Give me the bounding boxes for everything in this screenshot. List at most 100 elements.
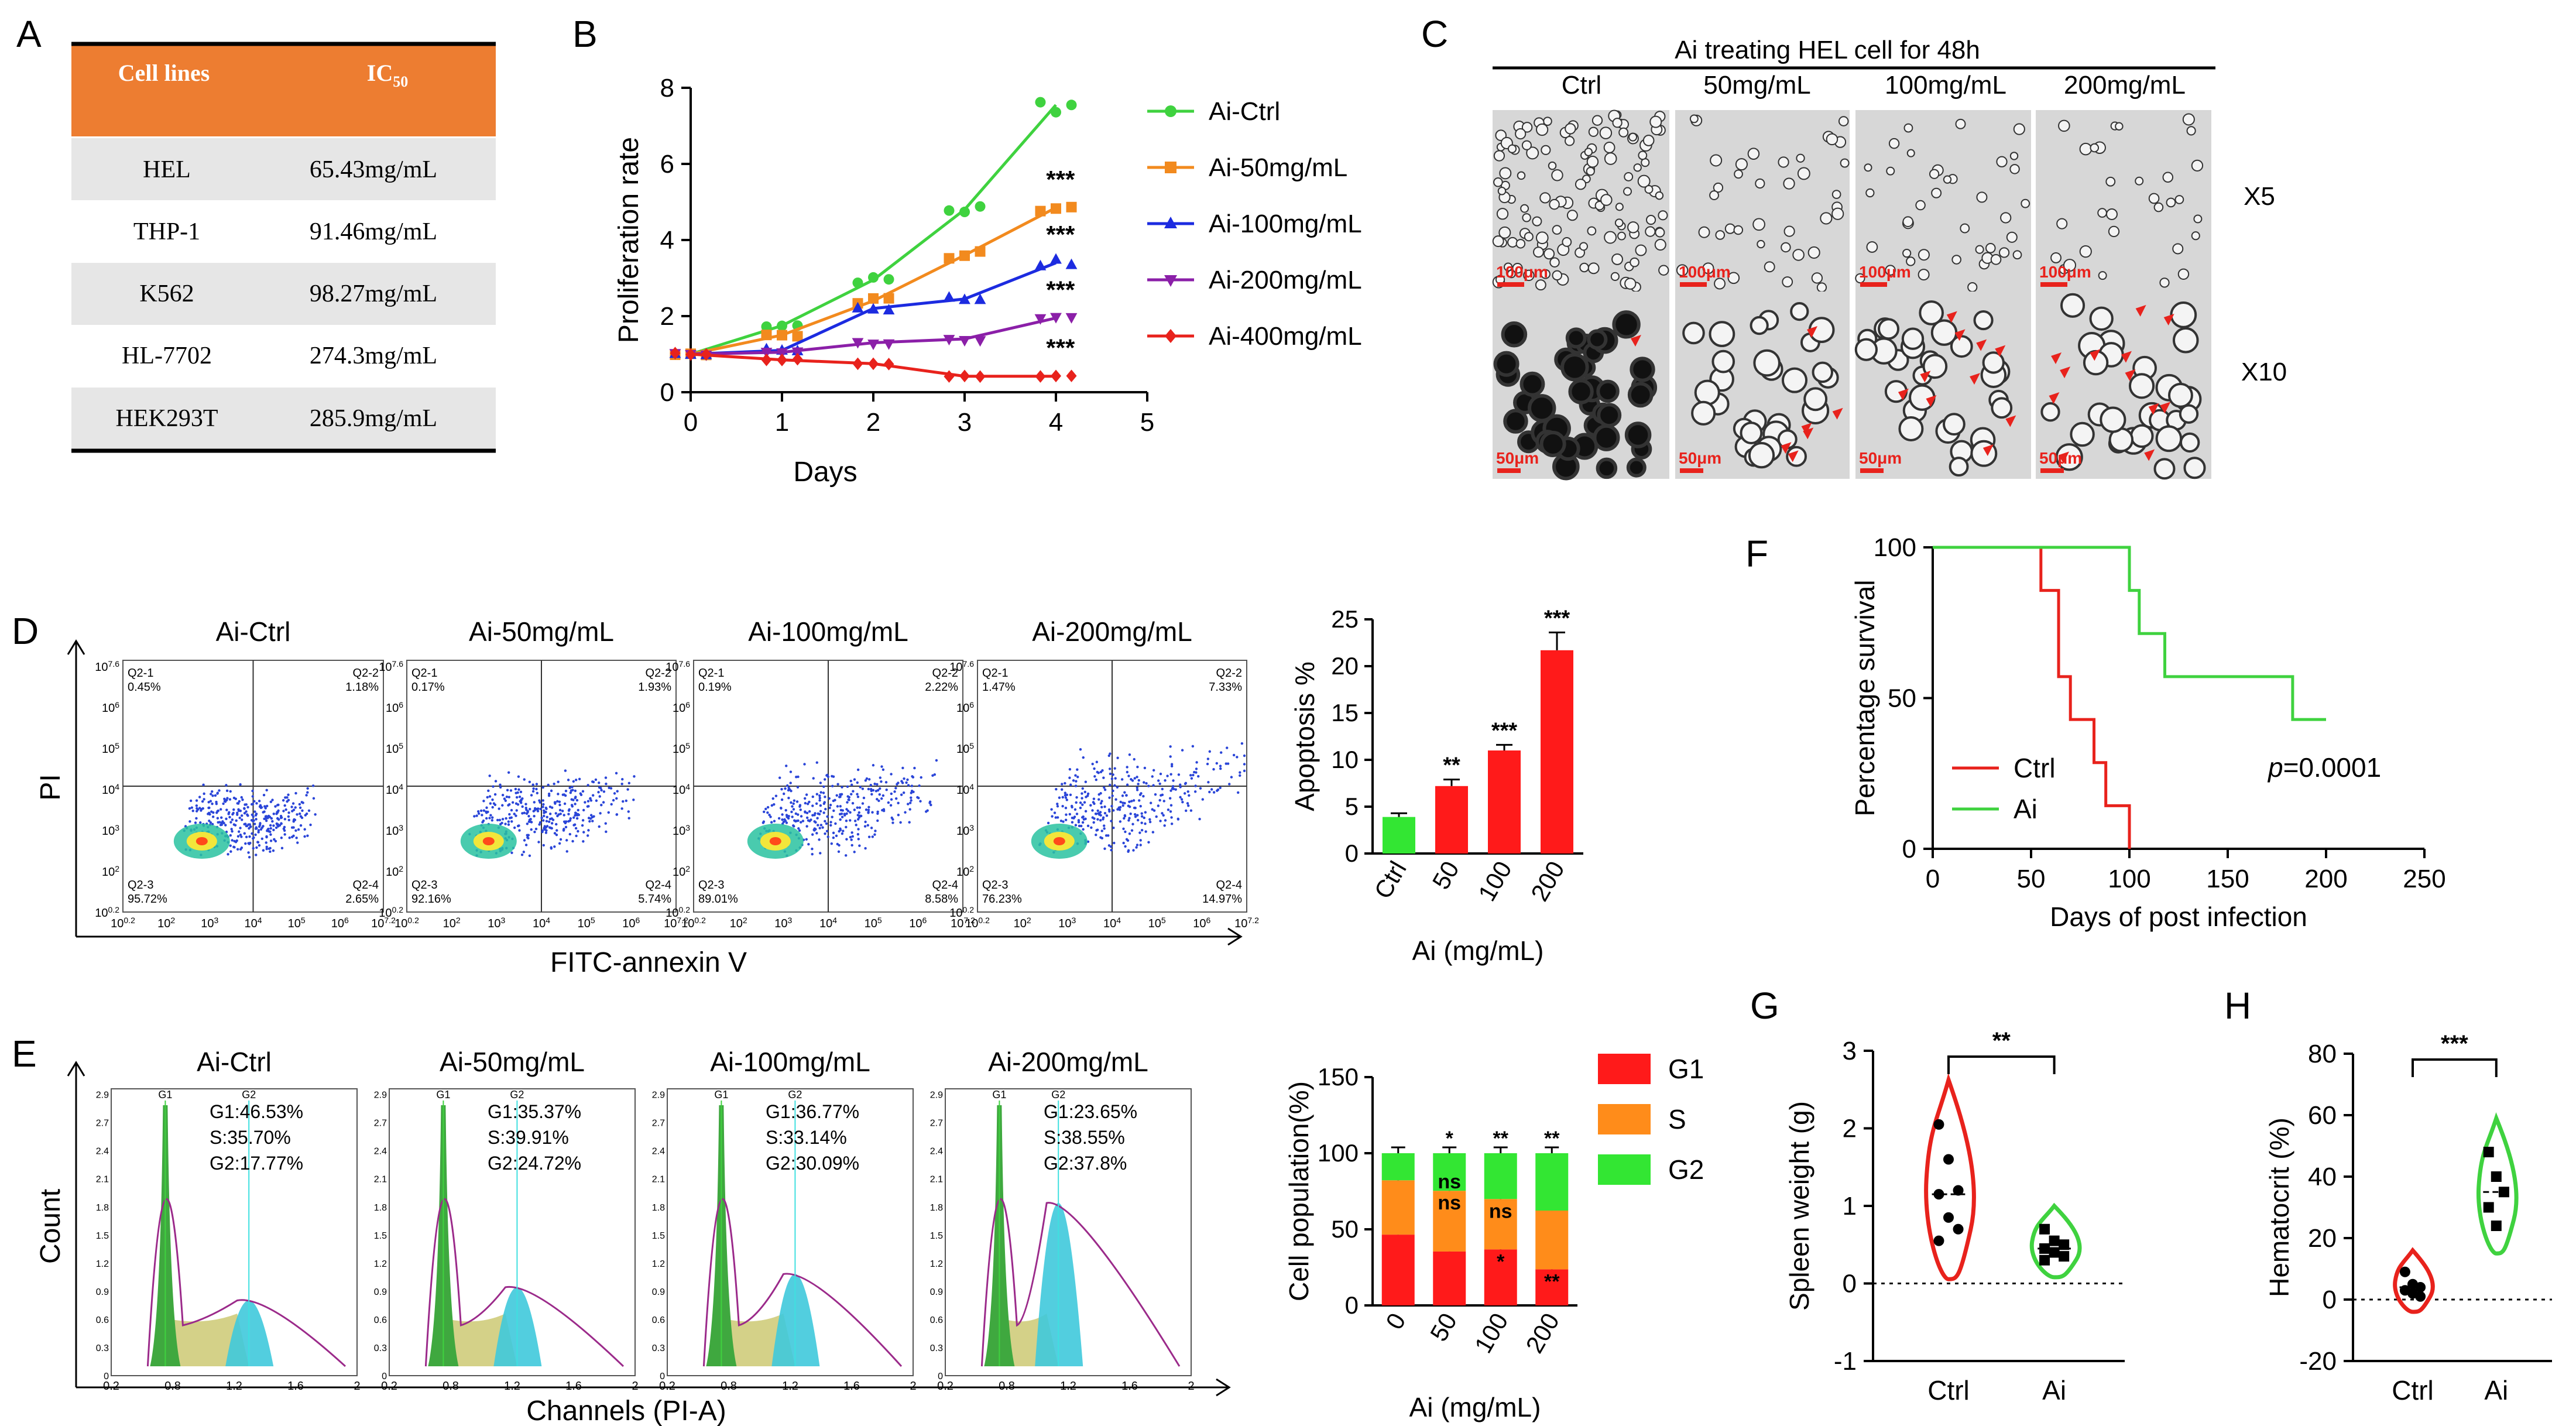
event-dot bbox=[196, 808, 200, 811]
cell bbox=[1521, 140, 1532, 150]
cell bbox=[1901, 327, 1925, 350]
y-tick-label: 2.7 bbox=[652, 1119, 665, 1129]
event-dot bbox=[1076, 776, 1079, 779]
event-dot bbox=[805, 816, 809, 820]
event-dot bbox=[819, 810, 822, 813]
event-dot bbox=[1100, 829, 1103, 832]
event-dot bbox=[790, 801, 793, 804]
cell bbox=[1521, 122, 1533, 133]
x-tick-label: 106 bbox=[1193, 916, 1210, 930]
event-dot bbox=[548, 813, 552, 815]
cell bbox=[1575, 179, 1587, 190]
event-dot bbox=[908, 808, 911, 811]
event-dot bbox=[1215, 762, 1219, 765]
event-dot bbox=[1056, 816, 1059, 819]
event-dot bbox=[808, 800, 811, 804]
event-dot bbox=[876, 819, 879, 822]
event-dot bbox=[564, 790, 568, 793]
event-dot bbox=[296, 841, 299, 844]
cell bbox=[1523, 269, 1535, 282]
quadrant-name: Q2-4 bbox=[1216, 879, 1242, 892]
event-dot bbox=[800, 815, 803, 818]
event-dot bbox=[1197, 774, 1200, 778]
event-dot bbox=[1124, 830, 1127, 834]
cell bbox=[2130, 424, 2154, 448]
ic50-main: IC bbox=[367, 60, 393, 86]
event-dot bbox=[798, 804, 802, 807]
event-dot bbox=[244, 842, 247, 845]
apoptosis-flow-plots: FITC-annexin VPIAi-Ctrl107.6106105104103… bbox=[35, 616, 1259, 978]
event-dot bbox=[477, 812, 481, 815]
flow-plot: Ai-50mg/mL107.6106105104103102100.2100.2… bbox=[379, 616, 688, 930]
event-dot bbox=[795, 820, 798, 822]
red-arrow-icon bbox=[2121, 351, 2132, 363]
red-arrow-icon bbox=[1982, 444, 1994, 457]
event-dot bbox=[928, 801, 931, 804]
y-tick-label: 2.7 bbox=[930, 1119, 943, 1129]
y-tick-label: 100 bbox=[1874, 533, 1916, 562]
event-dot bbox=[1136, 776, 1138, 779]
y-tick-label: 8 bbox=[660, 74, 674, 102]
event-dot bbox=[287, 815, 290, 818]
event-dot bbox=[510, 820, 513, 823]
event-dot bbox=[1219, 765, 1222, 767]
x-tick-label: 105 bbox=[578, 916, 595, 930]
event-dot bbox=[523, 811, 526, 814]
event-dot bbox=[850, 831, 853, 834]
event-dot bbox=[296, 813, 299, 816]
x-axis-label: Ai (mg/mL) bbox=[1412, 935, 1544, 966]
event-dot bbox=[1128, 800, 1131, 803]
event-dot bbox=[547, 783, 550, 787]
micrograph-image: 100μm bbox=[1675, 110, 1850, 293]
event-dot bbox=[1192, 773, 1195, 777]
event-dot bbox=[1143, 816, 1145, 820]
cell bbox=[1960, 223, 1970, 234]
event-dot bbox=[1174, 788, 1177, 791]
event-dot bbox=[232, 796, 236, 800]
event-dot bbox=[1092, 821, 1095, 824]
event-dot bbox=[518, 829, 521, 832]
event-dot bbox=[1208, 790, 1211, 794]
event-dot bbox=[841, 815, 844, 818]
event-dot bbox=[571, 805, 574, 808]
event-dot bbox=[265, 845, 268, 849]
event-dot bbox=[507, 796, 511, 798]
cell bbox=[2009, 152, 2019, 160]
event-dot bbox=[1107, 754, 1111, 757]
event-dot bbox=[485, 806, 488, 809]
legend-swatch bbox=[1598, 1054, 1651, 1084]
event-dot bbox=[890, 798, 893, 801]
event-dot bbox=[774, 794, 778, 797]
event-dot bbox=[1179, 783, 1182, 786]
event-dot bbox=[574, 797, 577, 800]
event-dot bbox=[797, 813, 800, 816]
event-dot bbox=[1075, 801, 1078, 804]
cell bbox=[1626, 457, 1647, 478]
event-dot bbox=[528, 854, 531, 857]
event-dot bbox=[1121, 794, 1124, 797]
cell bbox=[1976, 191, 1988, 203]
event-dot bbox=[558, 803, 561, 807]
table-row: HEK293T 285.9mg/mL bbox=[116, 405, 438, 432]
data-point bbox=[761, 353, 772, 366]
event-dot bbox=[1099, 819, 1102, 822]
data-point bbox=[1050, 313, 1062, 324]
event-dot bbox=[594, 778, 598, 781]
event-dot bbox=[840, 812, 843, 815]
event-dot bbox=[1114, 798, 1117, 801]
data-point bbox=[1065, 313, 1078, 324]
event-dot bbox=[229, 790, 232, 793]
event-dot bbox=[1073, 808, 1077, 811]
event-dot bbox=[1152, 809, 1156, 812]
cell bbox=[1734, 169, 1743, 179]
event-dot bbox=[1143, 781, 1145, 784]
event-dot bbox=[602, 790, 606, 793]
event-dot bbox=[251, 820, 255, 822]
event-dot bbox=[544, 806, 548, 810]
event-dot bbox=[818, 813, 821, 815]
event-dot bbox=[832, 809, 835, 813]
event-dot bbox=[259, 804, 262, 807]
event-dot bbox=[577, 813, 579, 816]
event-dot bbox=[557, 793, 560, 796]
event-dot bbox=[1097, 798, 1100, 801]
